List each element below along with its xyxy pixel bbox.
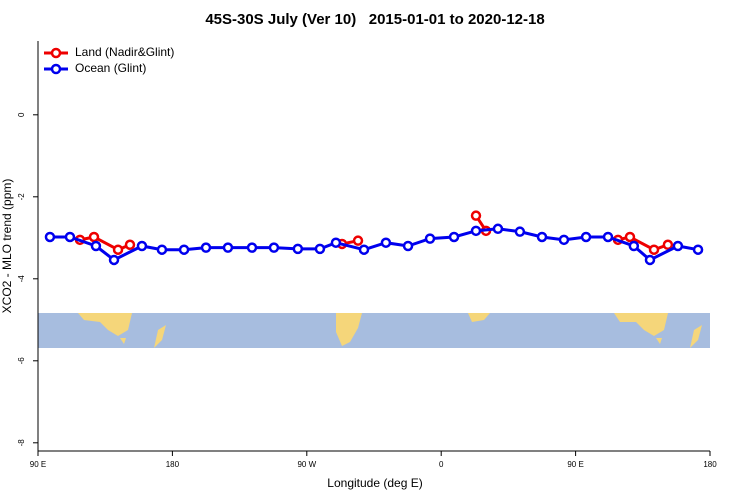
point: [492, 223, 504, 235]
y-tick-label: -6: [17, 357, 26, 365]
land-shape: [120, 338, 126, 344]
legend-marker: [50, 47, 62, 59]
land-shape: [336, 313, 362, 346]
point: [156, 244, 168, 255]
y-tick-label: -2: [17, 193, 26, 201]
chart-title: 45S-30S July (Ver 10) 2015-01-01 to 2020…: [205, 11, 544, 28]
point: [136, 240, 148, 252]
y-axis-label: XCO2 - MLO trend (ppm): [0, 179, 14, 314]
land-shape: [154, 325, 166, 348]
point: [602, 231, 614, 243]
land-shape: [614, 313, 668, 336]
y-tick-label: -8: [17, 439, 26, 447]
point: [108, 254, 120, 266]
y-tick-label: 0: [17, 112, 26, 117]
point: [624, 231, 636, 243]
x-tick-label: 90 E: [30, 460, 46, 469]
x-tick-label: 0: [439, 460, 444, 469]
point: [536, 231, 548, 243]
point: [352, 235, 364, 246]
point: [470, 225, 482, 237]
point: [402, 240, 414, 252]
land-shape: [656, 338, 662, 344]
point: [44, 231, 56, 243]
point: [470, 210, 482, 221]
point: [644, 254, 656, 266]
point: [314, 243, 326, 255]
point: [268, 242, 280, 253]
point: [662, 239, 674, 251]
x-tick-label: 90 E: [567, 460, 583, 469]
point: [222, 242, 234, 253]
ocean-band: [38, 313, 710, 348]
map-band: [38, 313, 710, 348]
point: [672, 240, 684, 252]
point: [580, 231, 592, 243]
point: [514, 226, 526, 237]
point: [358, 244, 370, 255]
legend-label: Land (Nadir&Glint): [75, 45, 174, 59]
point: [90, 240, 102, 252]
point: [628, 240, 640, 252]
point: [292, 243, 304, 255]
series-line: [79, 214, 669, 252]
land-shape: [468, 313, 490, 322]
point: [648, 244, 660, 255]
legend-marker: [50, 63, 62, 75]
point: [380, 237, 392, 248]
point: [558, 234, 570, 246]
legend-label: Ocean (Glint): [75, 61, 146, 75]
point: [178, 244, 190, 255]
point: [424, 233, 436, 244]
land-shape: [690, 325, 702, 348]
point: [692, 244, 704, 255]
point: [88, 231, 100, 243]
x-tick-label: 90 W: [297, 460, 316, 469]
point: [200, 242, 212, 253]
series-line: [49, 227, 699, 262]
x-axis-label: Longitude (deg E): [327, 476, 422, 490]
point: [330, 237, 342, 248]
x-tick-label: 180: [703, 460, 717, 469]
y-tick-label: -4: [17, 275, 26, 283]
point: [64, 231, 76, 243]
point: [448, 231, 460, 243]
x-tick-label: 180: [166, 460, 180, 469]
point: [246, 242, 258, 253]
point: [112, 244, 124, 255]
point: [124, 239, 136, 251]
land-shape: [78, 313, 132, 336]
